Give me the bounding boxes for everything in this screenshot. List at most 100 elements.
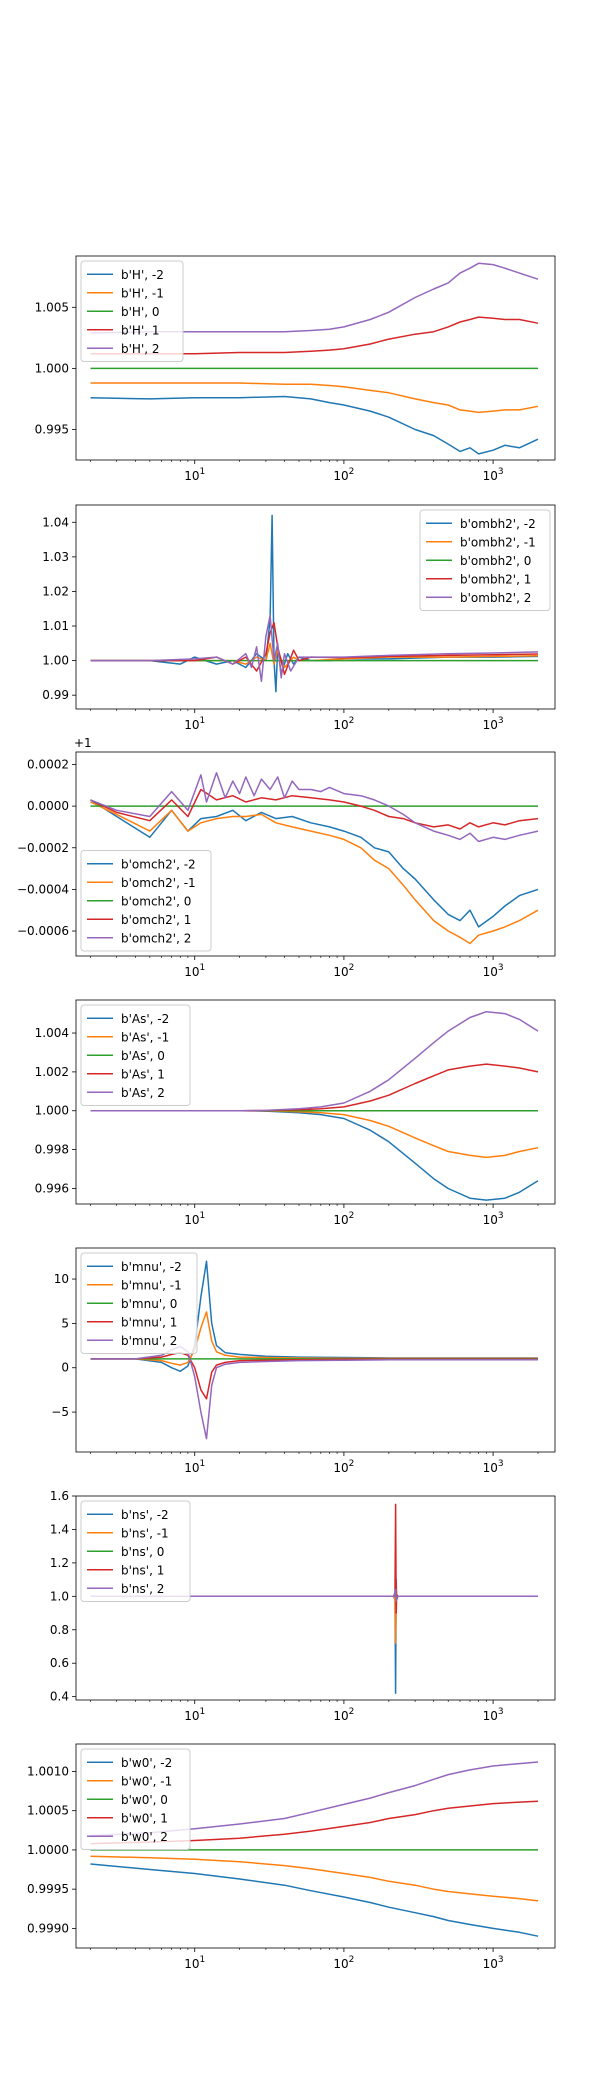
series-lines [90,772,539,945]
legend-label: b'ombh2', -1 [460,535,536,549]
x-tick-label: 101 [184,716,205,732]
y-tick-label: −0.0002 [17,841,69,855]
series-line-4 [90,1588,538,1603]
y-tick-label: 0.996 [35,1181,69,1195]
subplot-2: 101 102 103 0.99 1.00 1.01 1.02 1.03 1.04 b'ombh2… [42,504,556,732]
legend: b'ns', -2 b'ns', -1 b'ns', 0 b'ns', 1 b'ns',… [80,1500,191,1602]
series-lines [90,1010,539,1201]
axes-frame [75,255,556,461]
legend-label: b'w0', -1 [121,1774,172,1788]
x-tick-label: 103 [483,467,504,483]
y-tick-label: 1.03 [42,550,69,564]
series-line-1 [90,1855,539,1902]
legend: b'mnu', -2 b'mnu', -1 b'mnu', 0 b'mnu', 1 b'… [80,1252,198,1354]
legend-label: b'ns', -2 [121,1508,169,1522]
series-line-3 [90,788,539,830]
subplot-4: 101 102 103 0.996 0.998 1.000 1.002 1.004 b'As',… [35,999,556,1227]
y-tick-label: 5 [61,1316,69,1330]
legend-label: b'H', 2 [121,342,160,356]
axes-frame [75,999,556,1205]
legend-label: b'omch2', 1 [121,913,191,927]
y-tick-label: 1.2 [50,1556,69,1570]
series-line-0 [90,799,539,928]
subplot-7: 101 102 103 0.9990 0.9995 1.0000 1.0005 1.0010 b… [27,1743,556,1971]
y-tick-label: 0 [61,1361,69,1375]
legend-box [80,1252,198,1354]
legend-label: b'ns', 0 [121,1545,164,1559]
legend-label: b'omch2', -1 [121,876,196,890]
y-tick-label: 1.002 [35,1065,69,1079]
legend-box [80,1500,191,1602]
y-tick-label: 0.9990 [27,1921,69,1935]
y-tick-label: −5 [51,1405,69,1419]
legend-label: b'As', -2 [121,1012,169,1026]
x-tick-label: 103 [483,716,504,732]
axes-frame [75,504,556,710]
x-tick-label: 101 [184,1955,205,1971]
legend-label: b'mnu', -1 [121,1278,182,1292]
series-line-3 [90,1800,539,1845]
legend-label: b'ombh2', 2 [460,591,531,605]
y-tick-label: −0.0004 [17,882,69,896]
y-tick-label: 1.0010 [27,1764,69,1778]
y-tick-label: 0.995 [35,422,69,436]
x-tick-label: 102 [333,963,354,979]
y-tick-label: 1.00 [42,654,69,668]
y-tick-label: 1.0 [50,1589,69,1603]
y-tick-label: 1.000 [35,1104,69,1118]
y-tick-label: 1.01 [42,619,69,633]
y-tick-label: 0.6 [50,1656,69,1670]
x-tick-label: 101 [184,1211,205,1227]
legend-label: b'w0', -2 [121,1756,172,1770]
legend-label: b'ombh2', 0 [460,554,531,568]
y-tick-label: 0.0002 [27,757,69,771]
series-line-4 [90,772,539,843]
legend-label: b'w0', 2 [121,1830,168,1844]
x-tick-label: 102 [333,1955,354,1971]
series-line-3 [90,316,539,355]
y-tick-label: 1.02 [42,584,69,598]
axes-frame [75,751,556,957]
y-tick-label: 1.0005 [27,1804,69,1818]
series-lines [90,1260,538,1440]
x-tick-label: 102 [333,1459,354,1475]
legend-label: b'mnu', 2 [121,1334,177,1348]
legend-label: b'w0', 1 [121,1811,168,1825]
x-tick-label: 101 [184,467,205,483]
y-tick-label: 1.6 [50,1489,69,1503]
y-tick-label: 10 [54,1272,69,1286]
x-tick-label: 101 [184,1459,205,1475]
y-tick-label: 0.9995 [27,1882,69,1896]
legend-label: b'As', -1 [121,1030,169,1044]
legend-label: b'As', 2 [121,1086,165,1100]
series-line-0 [90,395,539,455]
series-line-4 [90,262,539,334]
series-line-1 [90,801,539,945]
subplot-3: 101 102 103 −0.0006 −0.0004 −0.0002 0.0000 0.00… [17,736,556,979]
legend: b'omch2', -2 b'omch2', -1 b'omch2', 0 b'omc… [80,850,212,952]
legend-label: b'H', 1 [121,323,160,337]
legend-label: b'As', 0 [121,1049,165,1063]
y-tick-label: 1.4 [50,1522,69,1536]
x-tick-label: 103 [483,1707,504,1723]
legend-label: b'w0', 0 [121,1793,168,1807]
y-tick-label: 1.000 [35,361,69,375]
legend-box [80,1004,191,1106]
axes-frame [75,1247,556,1453]
series-line-1 [90,382,539,414]
x-tick-label: 103 [483,963,504,979]
legend-label: b'ns', -1 [121,1526,169,1540]
x-tick-label: 101 [184,1707,205,1723]
y-tick-label: 0.4 [50,1690,69,1704]
legend-label: b'H', 0 [121,305,160,319]
series-lines [90,262,539,455]
axes-frame [75,1495,556,1701]
legend-box [419,509,551,611]
legend-label: b'mnu', -2 [121,1260,182,1274]
y-offset-label: +1 [74,736,92,750]
legend: b'H', -2 b'H', -1 b'H', 0 b'H', 1 b'H', 2 [80,260,184,362]
y-tick-label: 1.04 [42,515,69,529]
